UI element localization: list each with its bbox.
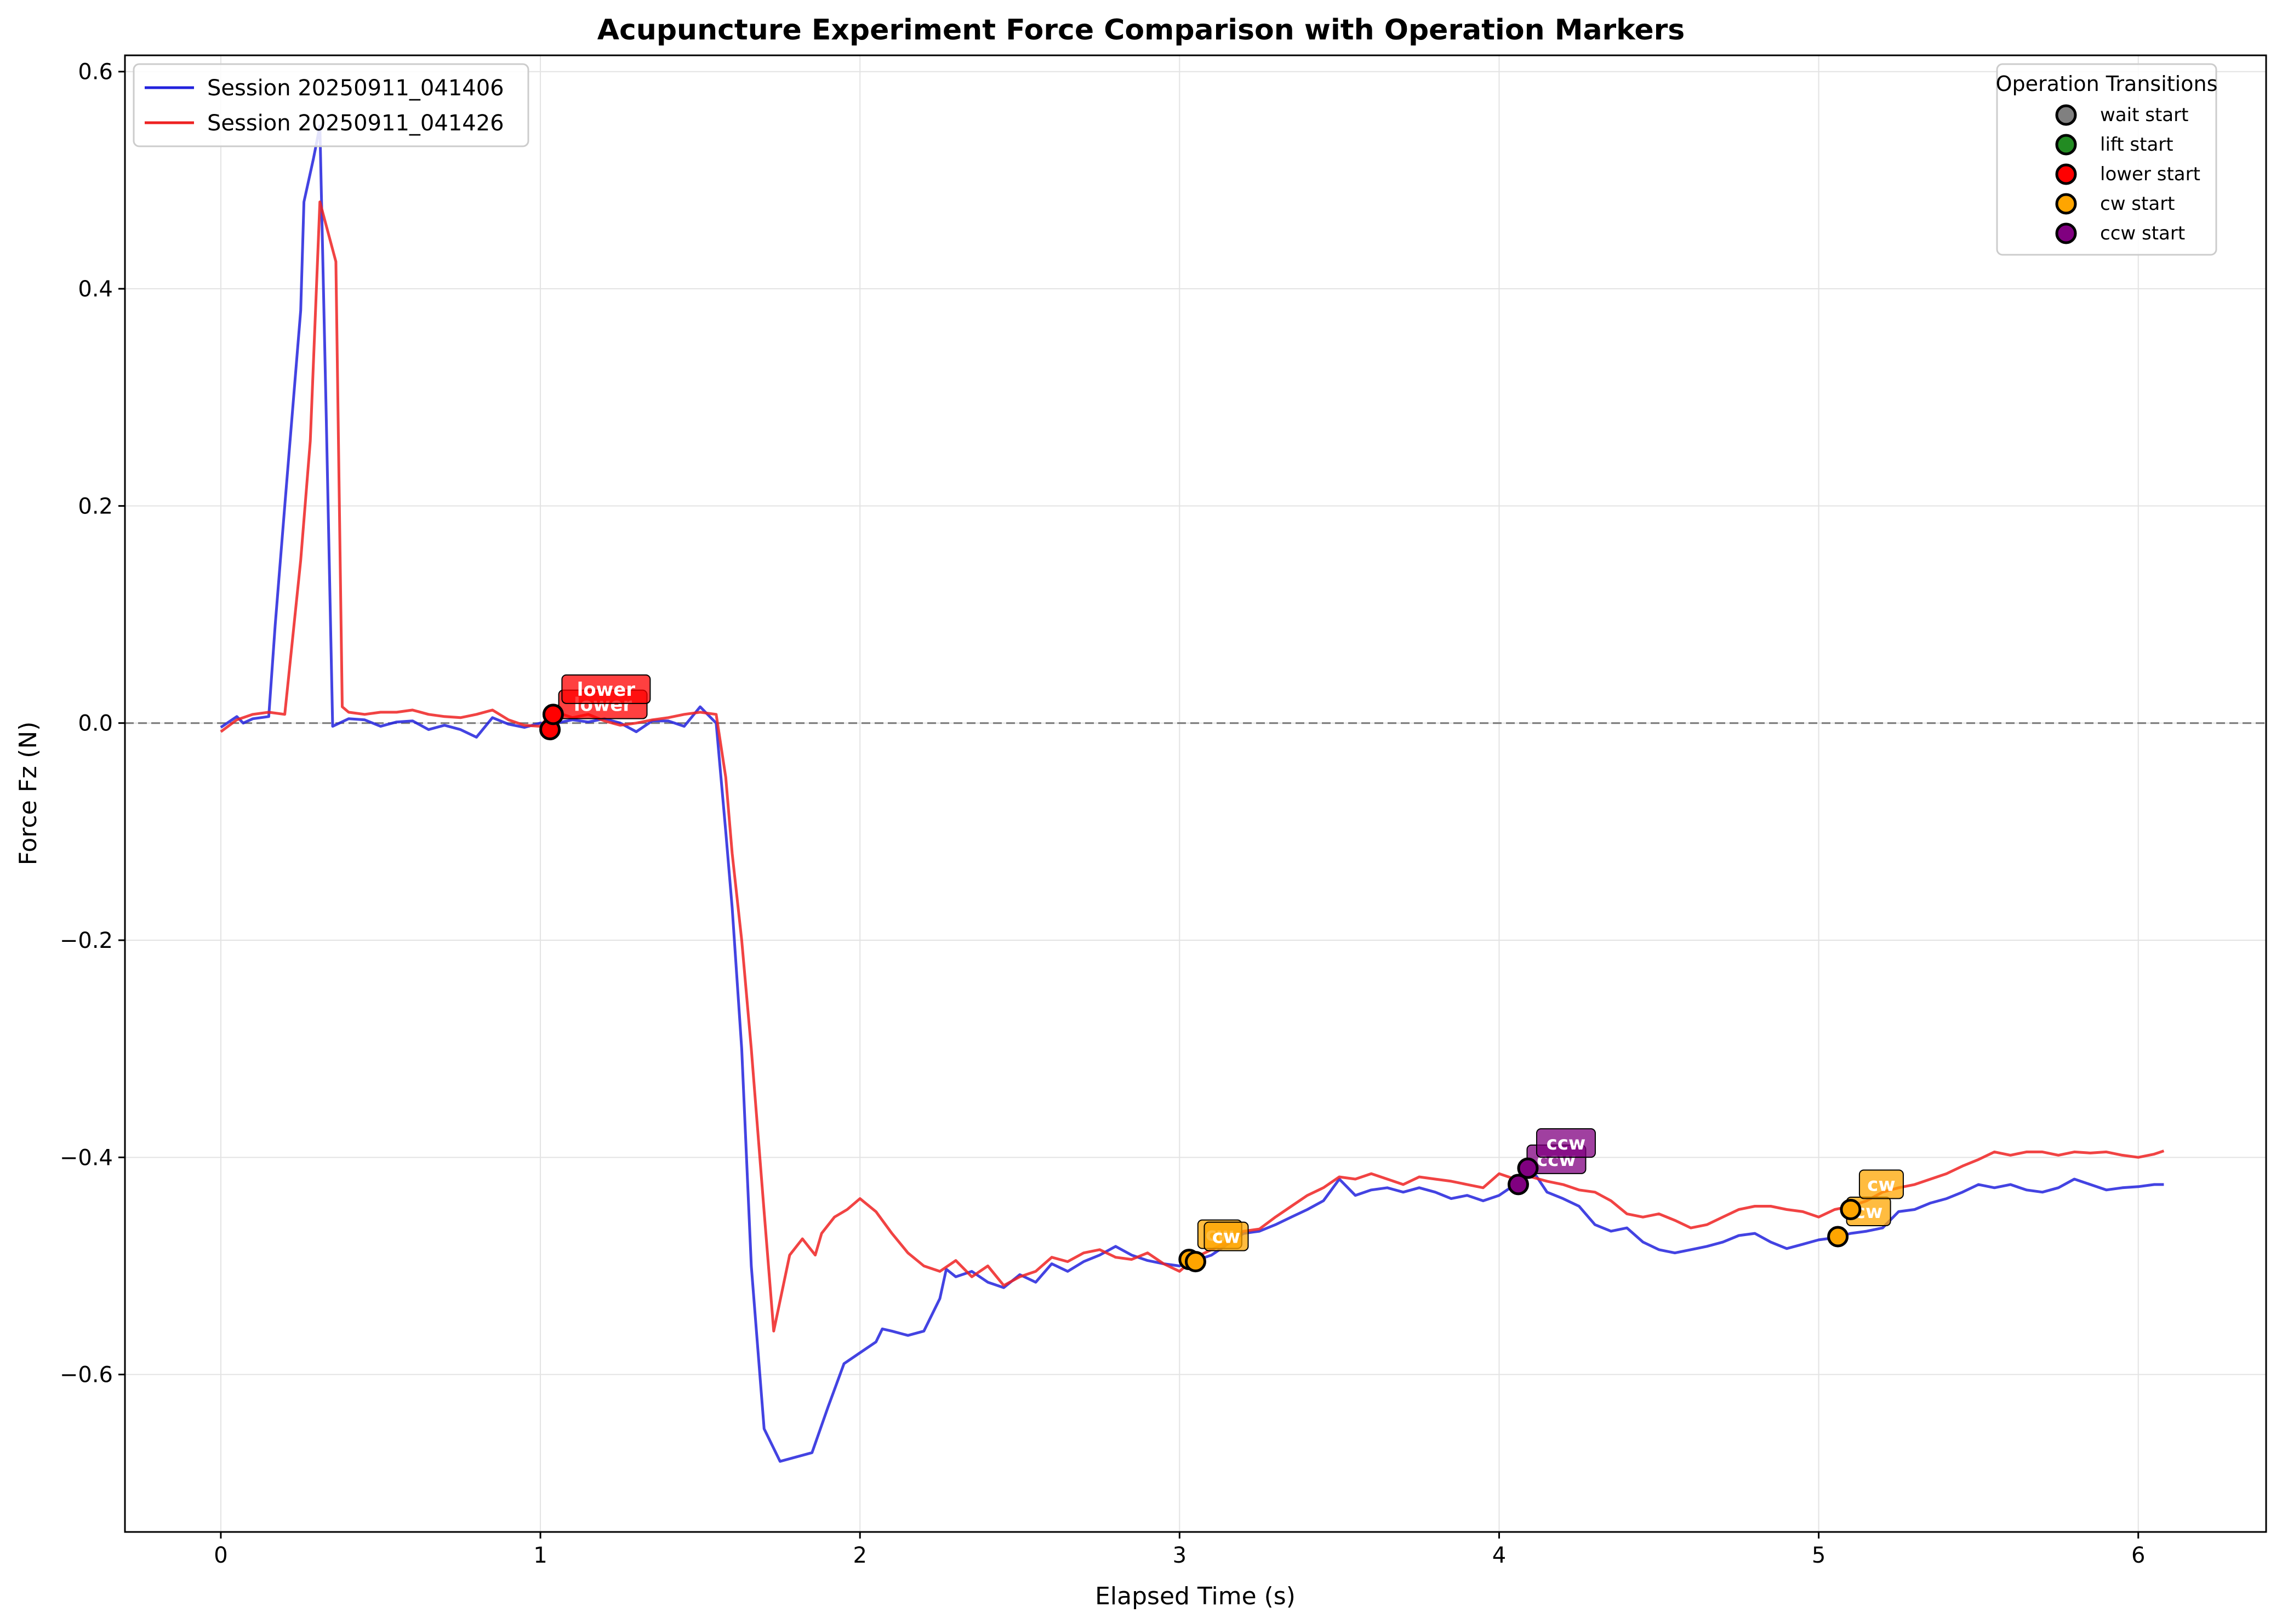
legend-label: Session 20250911_041426: [207, 111, 504, 136]
legend-marker-label: lift start: [2100, 134, 2173, 156]
y-tick-label: −0.2: [60, 928, 113, 953]
marker-legend-box: [1996, 63, 2217, 256]
legend-marker-label: ccw start: [2100, 222, 2185, 244]
x-tick-label: 0: [214, 1543, 227, 1568]
y-axis: −0.6 −0.4 −0.2 0.0 0.2 0.4 0.6: [60, 60, 125, 1388]
marker-label-box: [561, 674, 651, 704]
x-tick-label: 6: [2131, 1543, 2145, 1568]
series-legend-box: [133, 63, 529, 147]
legend-marker-label: wait start: [2100, 104, 2188, 126]
marker-label-box: [1203, 1221, 1249, 1251]
marker-label-box: [1858, 1169, 1904, 1199]
marker-legend-title: Operation Transitions: [1996, 72, 2218, 96]
operation-marker: [1827, 1226, 1849, 1248]
marker-label: cw: [1212, 1226, 1241, 1248]
x-tick-label: 1: [533, 1543, 547, 1568]
marker-label: lower: [577, 679, 635, 701]
marker-label: cw: [1867, 1174, 1896, 1196]
legend-marker: [2055, 193, 2077, 215]
series-legend: Session 20250911_041406 Session 20250911_…: [133, 63, 529, 147]
operation-marker: [542, 704, 564, 725]
x-axis: 0 1 2 3 4 5 6: [214, 1532, 2145, 1568]
series-line-2: [220, 201, 2165, 1333]
legend-marker: [2055, 163, 2077, 185]
y-axis-label: Force Fz (N): [14, 722, 42, 866]
operation-marker: [1507, 1174, 1529, 1196]
operation-marker: [1840, 1198, 1862, 1220]
series-lines: [220, 124, 2165, 1463]
x-axis-label: Elapsed Time (s): [1095, 1582, 1296, 1610]
y-tick-label: 0.4: [78, 277, 113, 302]
y-tick-label: −0.6: [60, 1363, 113, 1388]
y-tick-label: 0.0: [78, 711, 113, 736]
legend-label: Session 20250911_041406: [207, 76, 504, 101]
marker-label-box: [1536, 1128, 1596, 1158]
legend-marker: [2055, 104, 2077, 126]
operation-marker: [1185, 1251, 1206, 1273]
marker-label: ccw: [1547, 1133, 1586, 1154]
x-tick-label: 3: [1173, 1543, 1186, 1568]
legend-marker-label: cw start: [2100, 193, 2175, 215]
marker-legend: Operation Transitions wait start lift sta…: [1996, 63, 2218, 256]
x-tick-label: 5: [1812, 1543, 1825, 1568]
plot-frame: [124, 54, 2267, 1533]
legend-marker: [2055, 222, 2077, 244]
legend-marker: [2055, 134, 2077, 156]
y-tick-label: −0.4: [60, 1145, 113, 1170]
series-line-1: [220, 124, 2164, 1463]
y-tick-label: 0.2: [78, 494, 113, 519]
legend-marker-label: lower start: [2100, 163, 2200, 185]
x-tick-label: 4: [1492, 1543, 1506, 1568]
operation-marker: [1517, 1157, 1539, 1179]
x-tick-label: 2: [853, 1543, 866, 1568]
chart-title: Acupuncture Experiment Force Comparison …: [597, 14, 1685, 47]
operation-markers: lowerlowercwcwccwccwcwcw: [539, 674, 1904, 1273]
y-tick-label: 0.6: [78, 60, 113, 85]
